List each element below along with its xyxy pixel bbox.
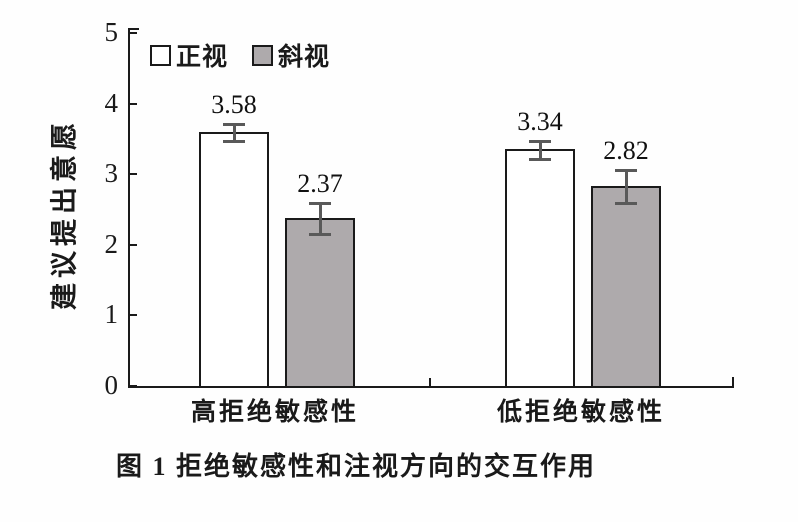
legend-swatch-averted	[252, 44, 274, 66]
legend-swatch-frontal	[150, 44, 171, 66]
y-axis-tick-label: 0	[104, 370, 119, 400]
error-bar-cap-bottom	[529, 157, 551, 161]
bar-斜视-高拒绝敏感性	[285, 217, 355, 386]
error-bar-stem	[538, 139, 542, 161]
x-category-label: 低拒绝敏感性	[496, 399, 665, 426]
error-bar-cap-bottom	[615, 201, 637, 205]
legend-label-averted: 斜视	[278, 44, 331, 71]
legend-item-frontal-gaze: 正视	[150, 37, 228, 73]
error-bar-cap-top	[529, 139, 551, 143]
bar-value-label: 3.58	[211, 90, 257, 120]
x-axis-end-tick	[732, 377, 734, 386]
legend: 正视 斜视	[150, 37, 330, 73]
error-bar-stem	[318, 201, 322, 236]
bar-value-label: 2.37	[297, 168, 343, 198]
bar-value-label: 2.82	[603, 136, 649, 166]
error-bar-cap-bottom	[309, 232, 331, 236]
y-axis-tick	[130, 173, 137, 176]
bar-正视-低拒绝敏感性	[505, 149, 575, 386]
y-axis-tick	[130, 243, 137, 246]
y-axis-tick-label: 3	[104, 158, 119, 189]
y-axis-title: 建议提出意愿	[49, 118, 80, 310]
error-bar	[615, 169, 637, 205]
error-bar-cap-top	[223, 123, 245, 127]
y-axis-tick-label: 1	[104, 299, 119, 330]
y-axis-tick-label: 5	[104, 17, 119, 47]
x-axis-divider-tick	[429, 378, 431, 386]
y-axis-end-tick	[130, 28, 139, 30]
y-axis-tick	[130, 385, 137, 387]
legend-item-averted-gaze: 斜视	[252, 37, 330, 73]
legend-label-frontal: 正视	[176, 44, 229, 71]
error-bar-stem	[624, 169, 628, 205]
error-bar-cap-top	[615, 169, 637, 173]
error-bar	[309, 201, 331, 236]
y-axis-tick	[130, 102, 137, 105]
x-category-label: 高拒绝敏感性	[190, 399, 359, 426]
y-axis-tick-label: 2	[104, 228, 119, 259]
bar-斜视-低拒绝敏感性	[591, 185, 661, 386]
y-axis-tick-label: 4	[104, 87, 119, 118]
figure-caption: 图 1 拒绝敏感性和注视方向的交互作用	[115, 452, 596, 481]
plot-area: 正视 斜视 3.58 2.37 3.34 2.82	[128, 28, 734, 388]
y-axis-tick	[130, 314, 137, 317]
error-bar-stem	[232, 123, 236, 144]
error-bar	[223, 123, 245, 144]
error-bar	[529, 139, 551, 161]
error-bar-cap-bottom	[223, 140, 245, 144]
y-axis-tick	[130, 32, 137, 34]
bar-正视-高拒绝敏感性	[199, 132, 269, 386]
bar-value-label: 3.34	[517, 106, 563, 136]
error-bar-cap-top	[309, 201, 331, 205]
